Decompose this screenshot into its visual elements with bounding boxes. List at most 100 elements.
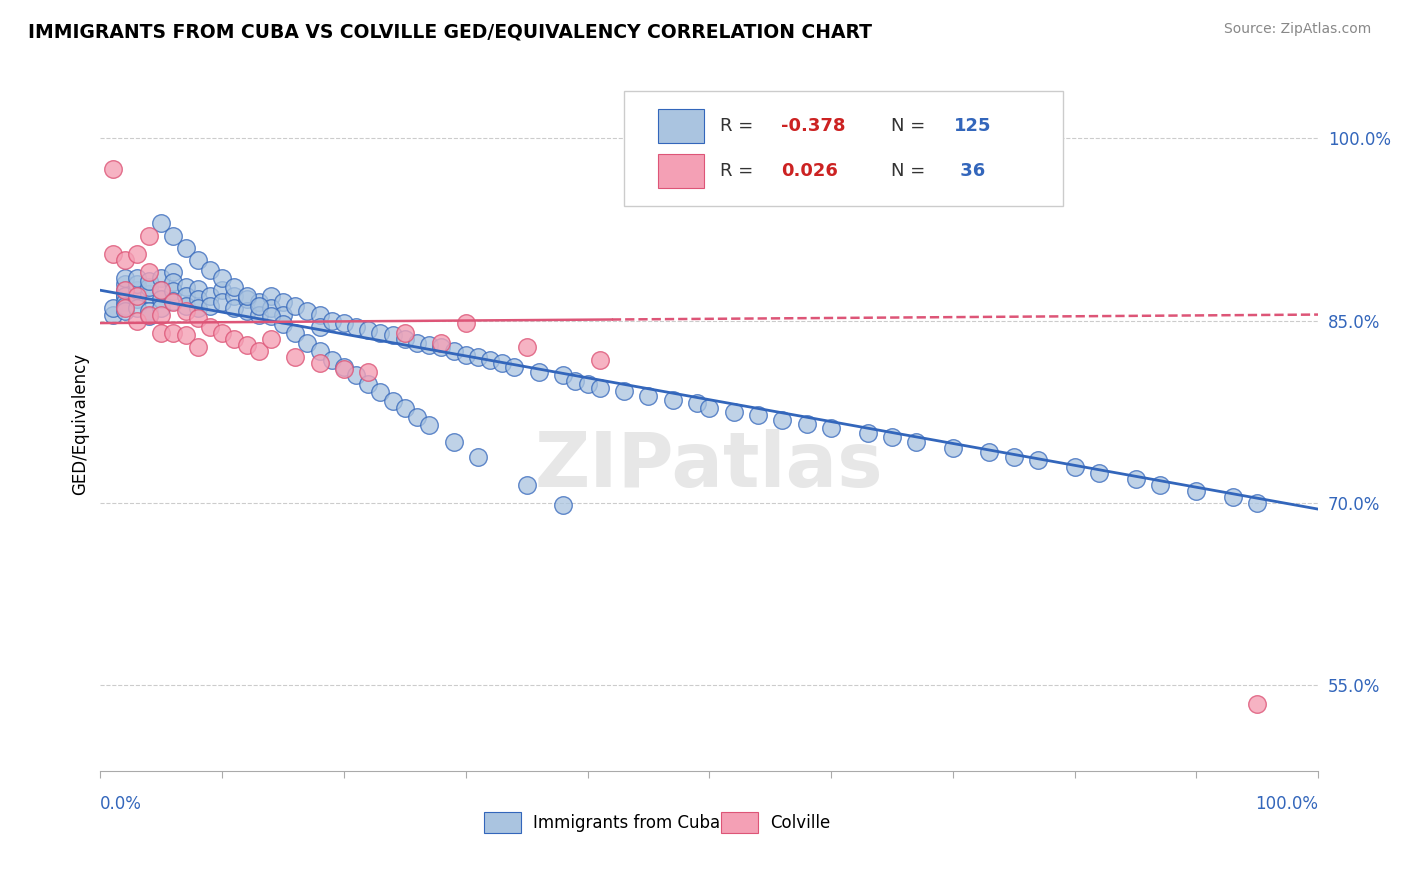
- Point: [418, 418, 440, 433]
- Point: [527, 365, 550, 379]
- Point: [162, 265, 184, 279]
- Point: [224, 279, 246, 293]
- Point: [553, 499, 575, 513]
- Point: [271, 295, 294, 310]
- Point: [114, 289, 136, 303]
- Text: Source: ZipAtlas.com: Source: ZipAtlas.com: [1223, 22, 1371, 37]
- Point: [1185, 483, 1208, 498]
- Point: [1125, 472, 1147, 486]
- Point: [333, 359, 356, 374]
- Point: [187, 252, 209, 267]
- Text: 36: 36: [955, 162, 986, 180]
- Text: -0.378: -0.378: [782, 117, 845, 135]
- Point: [589, 352, 612, 367]
- Point: [370, 326, 392, 340]
- Point: [491, 356, 513, 370]
- Text: R =: R =: [720, 162, 759, 180]
- Point: [247, 295, 270, 310]
- Text: Colville: Colville: [770, 814, 831, 831]
- Point: [235, 304, 257, 318]
- Point: [284, 326, 307, 340]
- Text: R =: R =: [720, 117, 759, 135]
- Point: [357, 323, 380, 337]
- Point: [260, 309, 283, 323]
- Point: [211, 326, 233, 340]
- Point: [174, 289, 197, 303]
- Point: [321, 352, 343, 367]
- Point: [430, 335, 453, 350]
- Point: [101, 308, 124, 322]
- Text: ZIPatlas: ZIPatlas: [536, 428, 883, 502]
- Point: [150, 283, 173, 297]
- Point: [344, 319, 367, 334]
- Point: [430, 340, 453, 354]
- Point: [443, 435, 465, 450]
- Point: [162, 228, 184, 243]
- Point: [271, 318, 294, 332]
- Point: [125, 292, 148, 306]
- Point: [247, 299, 270, 313]
- Point: [394, 326, 416, 340]
- Point: [406, 409, 429, 424]
- Point: [1063, 459, 1085, 474]
- Point: [114, 283, 136, 297]
- Point: [321, 313, 343, 327]
- Text: Immigrants from Cuba: Immigrants from Cuba: [533, 814, 720, 831]
- Point: [516, 340, 538, 354]
- Point: [125, 271, 148, 285]
- Point: [138, 308, 160, 322]
- Text: IMMIGRANTS FROM CUBA VS COLVILLE GED/EQUIVALENCY CORRELATION CHART: IMMIGRANTS FROM CUBA VS COLVILLE GED/EQU…: [28, 22, 872, 41]
- Point: [308, 308, 330, 322]
- Point: [370, 385, 392, 400]
- Point: [198, 299, 221, 313]
- Point: [138, 265, 160, 279]
- Point: [187, 340, 209, 354]
- Point: [211, 271, 233, 285]
- Point: [381, 393, 404, 408]
- Point: [613, 384, 636, 399]
- Point: [308, 344, 330, 359]
- Point: [174, 328, 197, 343]
- Point: [284, 299, 307, 313]
- Point: [247, 308, 270, 322]
- Point: [406, 335, 429, 350]
- Point: [114, 271, 136, 285]
- Point: [235, 292, 257, 306]
- Point: [162, 275, 184, 289]
- Point: [770, 413, 793, 427]
- FancyBboxPatch shape: [624, 91, 1063, 206]
- Point: [820, 420, 842, 434]
- Point: [138, 279, 160, 293]
- Point: [503, 359, 526, 374]
- Point: [467, 450, 489, 464]
- Point: [747, 409, 769, 423]
- Point: [125, 283, 148, 297]
- Bar: [484, 813, 520, 833]
- Point: [1246, 496, 1268, 510]
- Point: [333, 362, 356, 376]
- Point: [235, 289, 257, 303]
- Point: [723, 405, 745, 419]
- Point: [150, 326, 173, 340]
- Point: [942, 442, 965, 456]
- Point: [516, 478, 538, 492]
- Point: [125, 301, 148, 316]
- Point: [187, 282, 209, 296]
- Point: [101, 246, 124, 260]
- Point: [553, 368, 575, 383]
- Point: [198, 262, 221, 277]
- Point: [1222, 490, 1244, 504]
- Point: [297, 304, 319, 318]
- Point: [260, 332, 283, 346]
- Point: [1149, 478, 1171, 492]
- Point: [101, 161, 124, 176]
- Point: [308, 319, 330, 334]
- Point: [357, 365, 380, 379]
- Point: [174, 304, 197, 318]
- Point: [114, 252, 136, 267]
- Point: [284, 350, 307, 364]
- Point: [150, 301, 173, 316]
- Point: [125, 289, 148, 303]
- Point: [174, 299, 197, 313]
- Point: [454, 316, 477, 330]
